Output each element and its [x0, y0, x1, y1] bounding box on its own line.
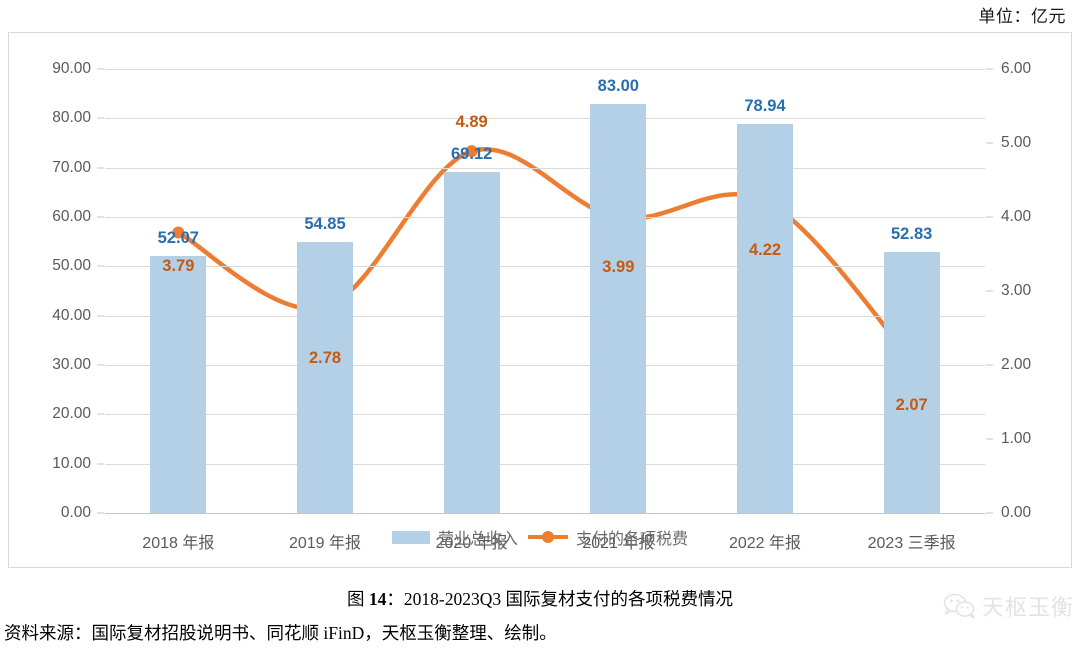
- y-axis-right-tick: [986, 142, 993, 144]
- tax-line-series: [172, 145, 918, 366]
- chart-legend: 营业总收入 支付的各项税费: [9, 525, 1071, 549]
- x-axis-label: 2023 三季报: [867, 535, 956, 552]
- y-axis-left-tick: [97, 463, 104, 465]
- caption-prefix: 图: [347, 589, 369, 609]
- line-swatch-icon: [528, 530, 568, 544]
- gridline: [105, 513, 985, 514]
- gridline: [105, 315, 985, 317]
- gridline: [105, 69, 985, 70]
- gridline: [105, 118, 985, 120]
- y-axis-right-label: 6.00: [1001, 60, 1032, 77]
- y-axis-left-tick: [97, 512, 104, 514]
- y-axis-right-tick: [986, 290, 993, 292]
- unit-label: 单位：亿元: [978, 7, 1066, 26]
- x-axis-label: 2021 年报: [582, 535, 655, 552]
- bar-revenue[interactable]: [150, 256, 207, 513]
- plot-area: 0.00 10.00 20.00 30.00 40.00 50.00 60.00 70.00 8…: [52, 60, 1031, 552]
- bar-value-label: 69.12: [451, 145, 493, 163]
- caption-number: 14: [368, 589, 387, 609]
- y-axis-left-label: 0.00: [60, 504, 91, 521]
- legend-label-taxes: 支付的各项税费: [576, 531, 689, 548]
- caption-text: 2018-2023Q3 国际复材支付的各项税费情况: [403, 589, 733, 609]
- y-axis-left-label: 20.00: [52, 405, 91, 423]
- x-axis-label: 2018 年报: [142, 535, 215, 552]
- line-value-label: 4.89: [455, 113, 488, 132]
- line-value-label: 2.78: [308, 349, 342, 368]
- y-axis-left-tick: [97, 117, 104, 119]
- bar-value-label: 54.85: [304, 215, 346, 234]
- y-axis-right-label: 4.00: [1001, 208, 1032, 225]
- caption-separator: ：: [386, 589, 404, 609]
- y-axis-left-label: 60.00: [52, 208, 91, 225]
- y-axis-left-tick: [97, 413, 104, 415]
- source-note: 资料来源：国际复材招股说明书、同花顺 iFinD，天枢玉衡整理、绘制。: [4, 623, 557, 643]
- chart-container: 0.00 10.00 20.00 30.00 40.00 50.00 60.00 70.00 8…: [8, 32, 1072, 568]
- y-axis-left-tick: [97, 216, 104, 218]
- x-axis-label: 2022 年报: [728, 535, 802, 552]
- line-value-label: 4.22: [748, 240, 782, 259]
- y-axis-left-tick: [97, 364, 104, 366]
- bar-value-label: 78.94: [744, 96, 786, 115]
- y-axis-right-tick: [986, 364, 993, 366]
- gridline: [105, 217, 985, 218]
- legend-item-revenue[interactable]: 营业总收入: [391, 525, 518, 549]
- watermark-text: 天枢玉衡: [981, 595, 1074, 620]
- gridline: [105, 414, 985, 416]
- legend-label-revenue: 营业总收入: [437, 531, 518, 548]
- x-axis-label: 2020 年报: [435, 535, 508, 552]
- y-axis-left-label: 80.00: [52, 109, 91, 127]
- bar-value-label: 83.00: [597, 76, 639, 95]
- y-axis-left-tick: [97, 68, 104, 70]
- figure-caption: 图 14：2018-2023Q3 国际复材支付的各项税费情况: [0, 586, 1080, 611]
- y-axis-right-label: 5.00: [1001, 134, 1032, 151]
- y-axis-right-label: 0.00: [1001, 504, 1032, 521]
- line-value-label: 3.79: [162, 256, 195, 275]
- gridline: [105, 167, 985, 169]
- line-value-label: 2.07: [895, 395, 928, 414]
- legend-item-taxes[interactable]: 支付的各项税费: [528, 525, 688, 549]
- bar-revenue[interactable]: [297, 242, 353, 513]
- y-axis-right-label: 2.00: [1001, 356, 1032, 373]
- bar-value-label: 52.07: [157, 229, 199, 248]
- gridline: [105, 266, 985, 268]
- watermark: 天枢玉衡: [943, 590, 1074, 622]
- y-axis-right-tick: [986, 438, 993, 440]
- tax-line-path: [176, 146, 914, 363]
- bar-revenue[interactable]: [443, 172, 500, 513]
- bar-swatch-icon: [391, 530, 430, 544]
- y-axis-left-tick: [97, 265, 104, 267]
- bar-revenue[interactable]: [883, 252, 940, 513]
- gridline: [105, 463, 985, 465]
- y-axis-right-tick: [986, 68, 993, 70]
- y-axis-left-label: 70.00: [52, 158, 91, 176]
- y-axis-right-tick: [986, 512, 993, 514]
- y-axis-right-tick: [986, 216, 993, 218]
- bar-value-label: 52.83: [891, 225, 933, 244]
- line-value-label: 3.99: [602, 257, 635, 276]
- bar-revenue[interactable]: [590, 103, 647, 513]
- y-axis-right-label: 1.00: [1001, 430, 1032, 447]
- y-axis-left-label: 40.00: [52, 306, 91, 324]
- bar-revenue[interactable]: [737, 123, 793, 513]
- y-axis-left-label: 10.00: [52, 454, 91, 472]
- y-axis-left-tick: [97, 315, 104, 317]
- x-axis-label: 2019 年报: [288, 535, 362, 552]
- wechat-icon: [943, 593, 975, 619]
- y-axis-left-label: 50.00: [52, 257, 91, 275]
- y-axis-left-tick: [97, 167, 104, 169]
- y-axis-left-label: 30.00: [52, 356, 91, 373]
- y-axis-right-label: 3.00: [1001, 282, 1032, 299]
- y-axis-left-label: 90.00: [52, 60, 91, 77]
- gridline: [105, 365, 985, 366]
